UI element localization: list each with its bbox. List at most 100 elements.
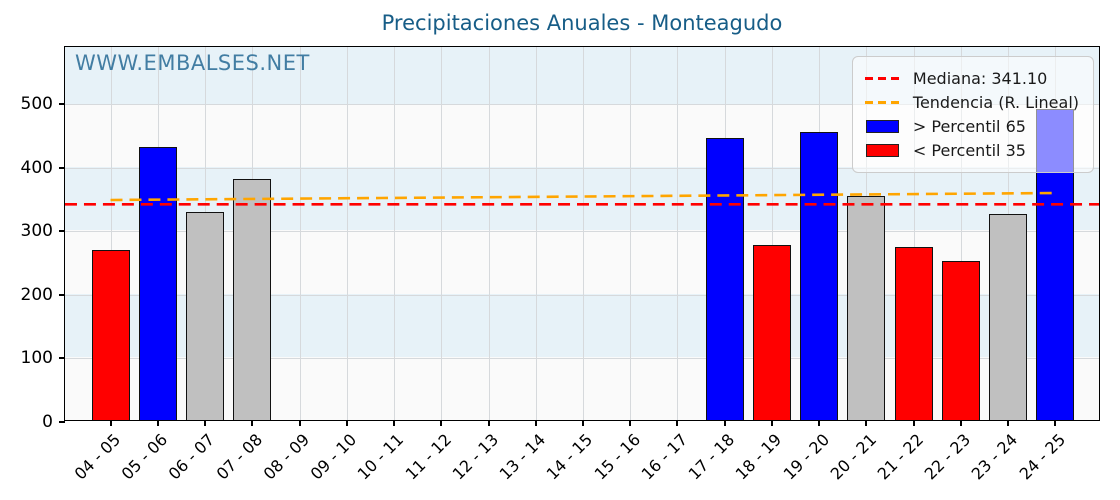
x-gridline (677, 47, 679, 420)
legend-item: < Percentil 35 (865, 139, 1079, 162)
x-axis-tick (912, 420, 915, 426)
legend-item-label: < Percentil 35 (912, 141, 1026, 160)
y-tick-label: 200 (20, 284, 53, 305)
x-tick-label: 19 - 20 (779, 430, 833, 484)
y-gridline (65, 294, 1099, 296)
y-axis-tick (59, 166, 65, 169)
x-axis-tick (345, 420, 348, 426)
x-axis-tick (204, 420, 207, 426)
trend-line (110, 191, 1054, 202)
watermark: WWW.EMBALSES.NET (75, 51, 310, 75)
x-tick-label: 23 - 24 (968, 430, 1022, 484)
legend-dashed-line (864, 77, 900, 80)
bar-21-22 (894, 247, 933, 420)
x-tick-label: 13 - 14 (495, 430, 550, 484)
bar-18-19 (752, 245, 791, 420)
legend-item: Mediana: 341.10 (864, 67, 1079, 90)
legend-item: Tendencia (R. Lineal) (864, 91, 1079, 114)
x-axis-tick (109, 420, 112, 426)
x-tick-label: 10 - 11 (353, 430, 408, 484)
x-tick-label: 20 - 21 (826, 430, 880, 484)
x-axis-tick (723, 420, 726, 426)
legend-item-label: Tendencia (R. Lineal) (912, 93, 1079, 112)
x-axis-tick (629, 420, 632, 426)
x-gridline (583, 47, 584, 420)
legend-color-patch (865, 120, 899, 133)
y-gridline (65, 167, 1099, 169)
y-axis-tick (59, 357, 65, 360)
x-axis-tick (393, 420, 396, 426)
x-gridline (960, 47, 962, 420)
bar-22-23 (941, 261, 980, 420)
reference-lines (65, 191, 1099, 206)
bar-17-18 (705, 138, 744, 420)
legend: Mediana: 341.10 Tendencia (R. Lineal) > Pe… (851, 56, 1094, 173)
x-tick-label: 05 - 06 (117, 430, 172, 484)
x-gridline (913, 47, 915, 420)
bar-04-05 (91, 250, 130, 420)
legend-item-label: Mediana: 341.10 (912, 69, 1048, 88)
x-tick-label: 12 - 13 (448, 430, 502, 484)
x-gridline (299, 47, 301, 420)
x-axis-tick (818, 420, 821, 426)
x-gridline (394, 47, 396, 420)
plot-area: WWW.EMBALSES.NET Mediana: 341.10 Tendenci… (21, 46, 1100, 484)
y-gridline (65, 358, 1099, 360)
y-tick-label: 400 (20, 157, 53, 178)
y-axis-tick (59, 421, 65, 423)
x-gridline (771, 47, 773, 420)
x-gridline (346, 47, 348, 420)
x-axis-tick (487, 420, 490, 426)
x-tick-label: 14 - 15 (542, 430, 597, 484)
legend-line-sample (864, 77, 900, 80)
x-axis-tick (1007, 420, 1010, 426)
y-axis-tick (59, 293, 65, 296)
x-axis-tick (959, 420, 962, 426)
bar-05-06 (138, 146, 177, 420)
x-gridline (441, 47, 443, 420)
x-axis-tick (676, 420, 679, 426)
x-axis-tick (770, 420, 773, 426)
x-axis-tick (534, 420, 537, 426)
y-tick-label: 0 (42, 412, 53, 432)
chart-title: Precipitaciones Anuales - Monteagudo (381, 11, 783, 35)
y-gridline (65, 231, 1099, 233)
x-axis-tick (156, 420, 159, 426)
x-axis-tick (251, 420, 254, 426)
legend-color-patch (865, 144, 899, 157)
legend-patch-sample (865, 120, 900, 133)
y-axis-tick (59, 103, 65, 106)
y-tick-label: 100 (20, 348, 53, 369)
y-gridline (65, 104, 1099, 106)
bar-19-20 (800, 132, 839, 420)
x-gridline (630, 47, 632, 420)
x-tick-label: 17 - 18 (684, 430, 739, 484)
x-tick-label: 24 - 25 (1015, 430, 1069, 484)
legend-dashed-line (864, 101, 900, 104)
x-tick-label: 08 - 09 (259, 430, 313, 484)
x-tick-label: 07 - 08 (212, 430, 266, 484)
x-tick-label: 06 - 07 (165, 430, 219, 484)
x-tick-label: 18 - 19 (731, 430, 786, 484)
x-axis-tick (298, 420, 301, 426)
bar-07-08 (233, 179, 272, 420)
bar-06-07 (186, 212, 225, 420)
x-tick-label: 15 - 16 (590, 430, 644, 484)
y-tick-label: 300 (20, 221, 53, 242)
x-gridline (535, 47, 537, 420)
x-tick-label: 22 - 23 (920, 430, 975, 484)
x-axis-tick (865, 420, 868, 426)
bar-20-21 (847, 195, 886, 420)
x-tick-label: 04 - 05 (70, 430, 125, 484)
legend-item: > Percentil 65 (865, 115, 1079, 138)
legend-item-label: > Percentil 65 (912, 117, 1026, 136)
x-axis-tick (582, 420, 584, 426)
x-tick-label: 21 - 22 (873, 430, 928, 484)
x-tick-label: 09 - 10 (306, 430, 361, 484)
x-tick-label: 16 - 17 (637, 430, 691, 484)
x-gridline (110, 47, 112, 420)
legend-line-sample (864, 101, 900, 104)
x-axis-tick (1054, 420, 1057, 426)
y-tick-label: 500 (20, 94, 53, 115)
